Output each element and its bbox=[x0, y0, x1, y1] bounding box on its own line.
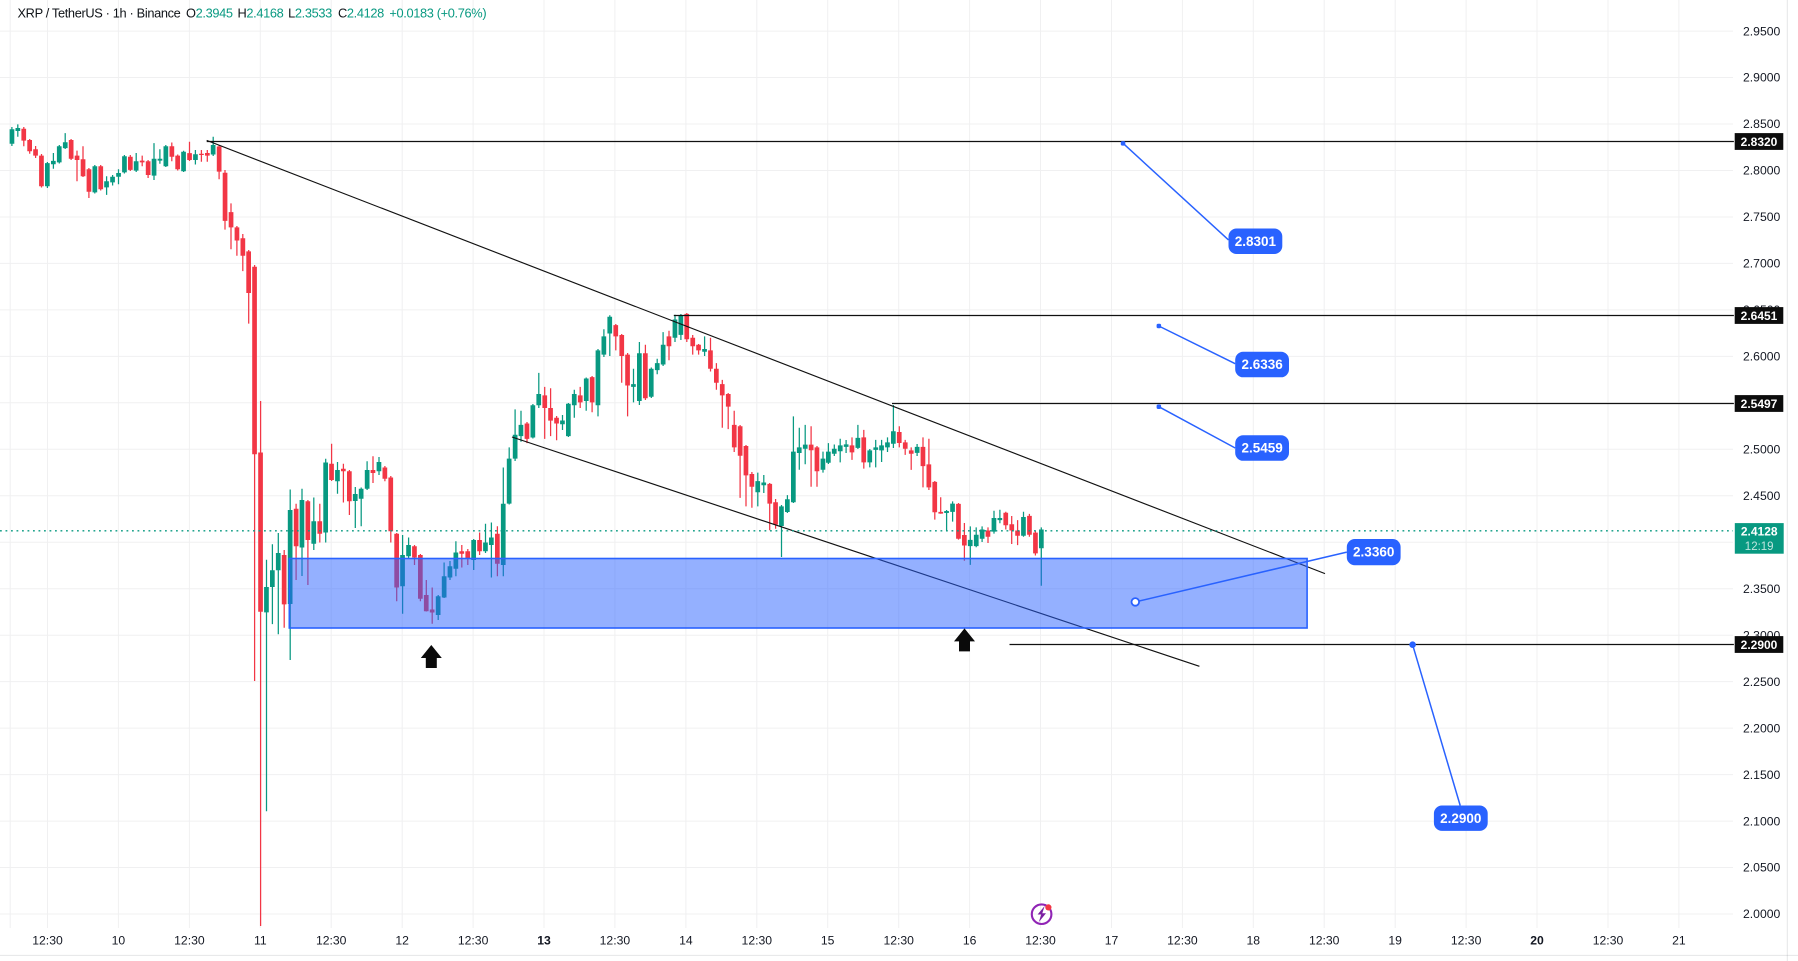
svg-text:16: 16 bbox=[963, 934, 977, 948]
svg-text:2.0500: 2.0500 bbox=[1743, 861, 1780, 875]
svg-text:12:30: 12:30 bbox=[1593, 934, 1624, 948]
svg-text:19: 19 bbox=[1388, 934, 1402, 948]
svg-text:2.8000: 2.8000 bbox=[1743, 164, 1780, 178]
svg-text:2.3360: 2.3360 bbox=[1353, 545, 1394, 560]
svg-text:12:30: 12:30 bbox=[174, 934, 205, 948]
svg-text:2.2500: 2.2500 bbox=[1743, 675, 1780, 689]
svg-text:12: 12 bbox=[395, 934, 409, 948]
svg-text:C2.4128: C2.4128 bbox=[338, 5, 384, 20]
svg-text:10: 10 bbox=[112, 934, 126, 948]
svg-text:12:30: 12:30 bbox=[742, 934, 773, 948]
svg-text:H2.4168: H2.4168 bbox=[238, 5, 284, 20]
svg-text:2.8500: 2.8500 bbox=[1743, 117, 1780, 131]
svg-text:2.8320: 2.8320 bbox=[1741, 135, 1778, 149]
svg-text:2.3500: 2.3500 bbox=[1743, 582, 1780, 596]
svg-text:2.7500: 2.7500 bbox=[1743, 210, 1780, 224]
svg-text:11: 11 bbox=[254, 934, 267, 948]
svg-text:2.2900: 2.2900 bbox=[1440, 811, 1481, 826]
svg-text:17: 17 bbox=[1105, 934, 1119, 948]
svg-text:2.5459: 2.5459 bbox=[1241, 441, 1282, 456]
svg-text:2.8301: 2.8301 bbox=[1235, 234, 1277, 249]
svg-text:2.7000: 2.7000 bbox=[1743, 257, 1780, 271]
svg-text:12:30: 12:30 bbox=[316, 934, 347, 948]
svg-text:12:30: 12:30 bbox=[883, 934, 914, 948]
svg-text:2.6451: 2.6451 bbox=[1741, 309, 1778, 323]
svg-text:12:30: 12:30 bbox=[1025, 934, 1056, 948]
svg-text:20: 20 bbox=[1530, 934, 1544, 948]
svg-text:2.9500: 2.9500 bbox=[1743, 24, 1780, 38]
svg-text:12:19: 12:19 bbox=[1745, 541, 1774, 553]
svg-text:2.1000: 2.1000 bbox=[1743, 814, 1780, 828]
svg-text:12:30: 12:30 bbox=[1451, 934, 1482, 948]
svg-text:12:30: 12:30 bbox=[1309, 934, 1340, 948]
svg-text:18: 18 bbox=[1247, 934, 1261, 948]
svg-text:14: 14 bbox=[679, 934, 693, 948]
svg-text:2.5497: 2.5497 bbox=[1741, 397, 1778, 411]
svg-text:2.0000: 2.0000 bbox=[1743, 907, 1780, 921]
svg-text:15: 15 bbox=[821, 934, 835, 948]
svg-text:2.4500: 2.4500 bbox=[1743, 489, 1780, 503]
svg-text:2.2900: 2.2900 bbox=[1741, 638, 1778, 652]
svg-text:21: 21 bbox=[1672, 934, 1686, 948]
svg-text:O2.3945: O2.3945 bbox=[186, 5, 233, 20]
svg-text:2.6336: 2.6336 bbox=[1241, 357, 1283, 372]
svg-text:12:30: 12:30 bbox=[32, 934, 63, 948]
svg-text:12:30: 12:30 bbox=[458, 934, 489, 948]
svg-text:2.2000: 2.2000 bbox=[1743, 721, 1780, 735]
svg-text:12:30: 12:30 bbox=[1167, 934, 1198, 948]
svg-text:13: 13 bbox=[537, 934, 551, 948]
svg-text:XRP / TetherUS · 1h · Binance: XRP / TetherUS · 1h · Binance bbox=[18, 5, 181, 20]
svg-text:2.5000: 2.5000 bbox=[1743, 443, 1780, 457]
svg-text:2.4128: 2.4128 bbox=[1741, 525, 1778, 539]
svg-text:12:30: 12:30 bbox=[600, 934, 631, 948]
svg-text:L2.3533: L2.3533 bbox=[288, 5, 332, 20]
svg-text:2.1500: 2.1500 bbox=[1743, 768, 1780, 782]
svg-text:+0.0183 (+0.76%): +0.0183 (+0.76%) bbox=[389, 5, 486, 20]
svg-text:2.6000: 2.6000 bbox=[1743, 350, 1780, 364]
svg-text:2.9000: 2.9000 bbox=[1743, 71, 1780, 85]
